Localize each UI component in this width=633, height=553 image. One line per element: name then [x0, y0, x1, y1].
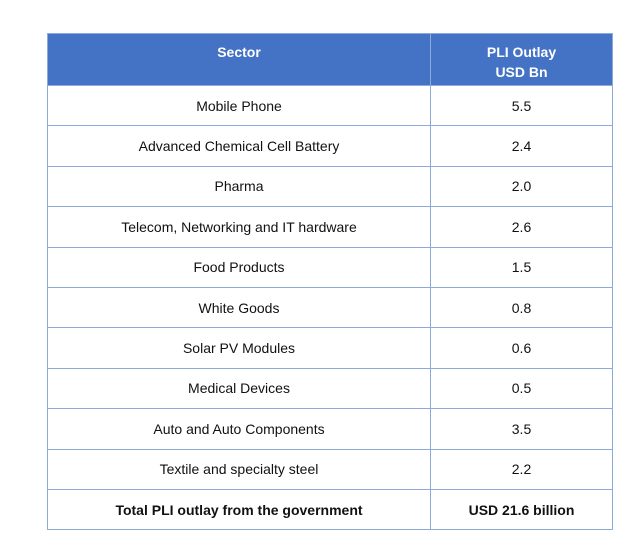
sector-cell: Textile and specialty steel [47, 448, 431, 490]
pli-outlay-table: Sector PLI Outlay USD Bn Mobile Phone 5.5 A… [47, 33, 613, 531]
header-row: Sector PLI Outlay USD Bn [47, 33, 613, 86]
table-row: Advanced Chemical Cell Battery 2.4 [47, 125, 613, 167]
outlay-cell: 1.5 [430, 246, 613, 288]
table-row: Medical Devices 0.5 [47, 367, 613, 410]
total-label: Total PLI outlay from the government [47, 488, 431, 531]
outlay-cell: 2.4 [430, 125, 613, 167]
sector-cell: Telecom, Networking and IT hardware [47, 206, 431, 248]
outlay-cell: 0.5 [430, 367, 613, 410]
total-row: Total PLI outlay from the government USD … [47, 488, 613, 531]
table-row: White Goods 0.8 [47, 286, 613, 329]
outlay-cell: 0.6 [430, 327, 613, 369]
sector-header-text: Sector [217, 44, 261, 60]
outlay-cell: 5.5 [430, 84, 613, 127]
sector-cell: Solar PV Modules [47, 327, 431, 369]
sector-cell: Auto and Auto Components [47, 408, 431, 450]
outlay-cell: 0.8 [430, 286, 613, 329]
table-row: Mobile Phone 5.5 [47, 84, 613, 127]
sector-cell: Food Products [47, 246, 431, 288]
outlay-cell: 2.2 [430, 448, 613, 490]
table-row: Auto and Auto Components 3.5 [47, 408, 613, 450]
outlay-cell: 3.5 [430, 408, 613, 450]
outlay-header-line1: PLI Outlay [486, 44, 557, 60]
sector-cell: Mobile Phone [47, 84, 431, 127]
sector-column-header: Sector [47, 33, 431, 86]
outlay-header-line2: USD Bn [495, 64, 548, 80]
sector-cell: White Goods [47, 286, 431, 329]
table-row: Telecom, Networking and IT hardware 2.6 [47, 206, 613, 248]
table-row: Solar PV Modules 0.6 [47, 327, 613, 369]
sector-cell: Pharma [47, 165, 431, 208]
outlay-cell: 2.6 [430, 206, 613, 248]
table-row: Pharma 2.0 [47, 165, 613, 208]
total-value: USD 21.6 billion [430, 488, 613, 531]
table-row: Food Products 1.5 [47, 246, 613, 288]
table-row: Textile and specialty steel 2.2 [47, 448, 613, 490]
sector-cell: Advanced Chemical Cell Battery [47, 125, 431, 167]
outlay-column-header: PLI Outlay USD Bn [430, 33, 613, 86]
outlay-cell: 2.0 [430, 165, 613, 208]
sector-cell: Medical Devices [47, 367, 431, 410]
outlay-header-text: PLI Outlay USD Bn [431, 34, 612, 82]
